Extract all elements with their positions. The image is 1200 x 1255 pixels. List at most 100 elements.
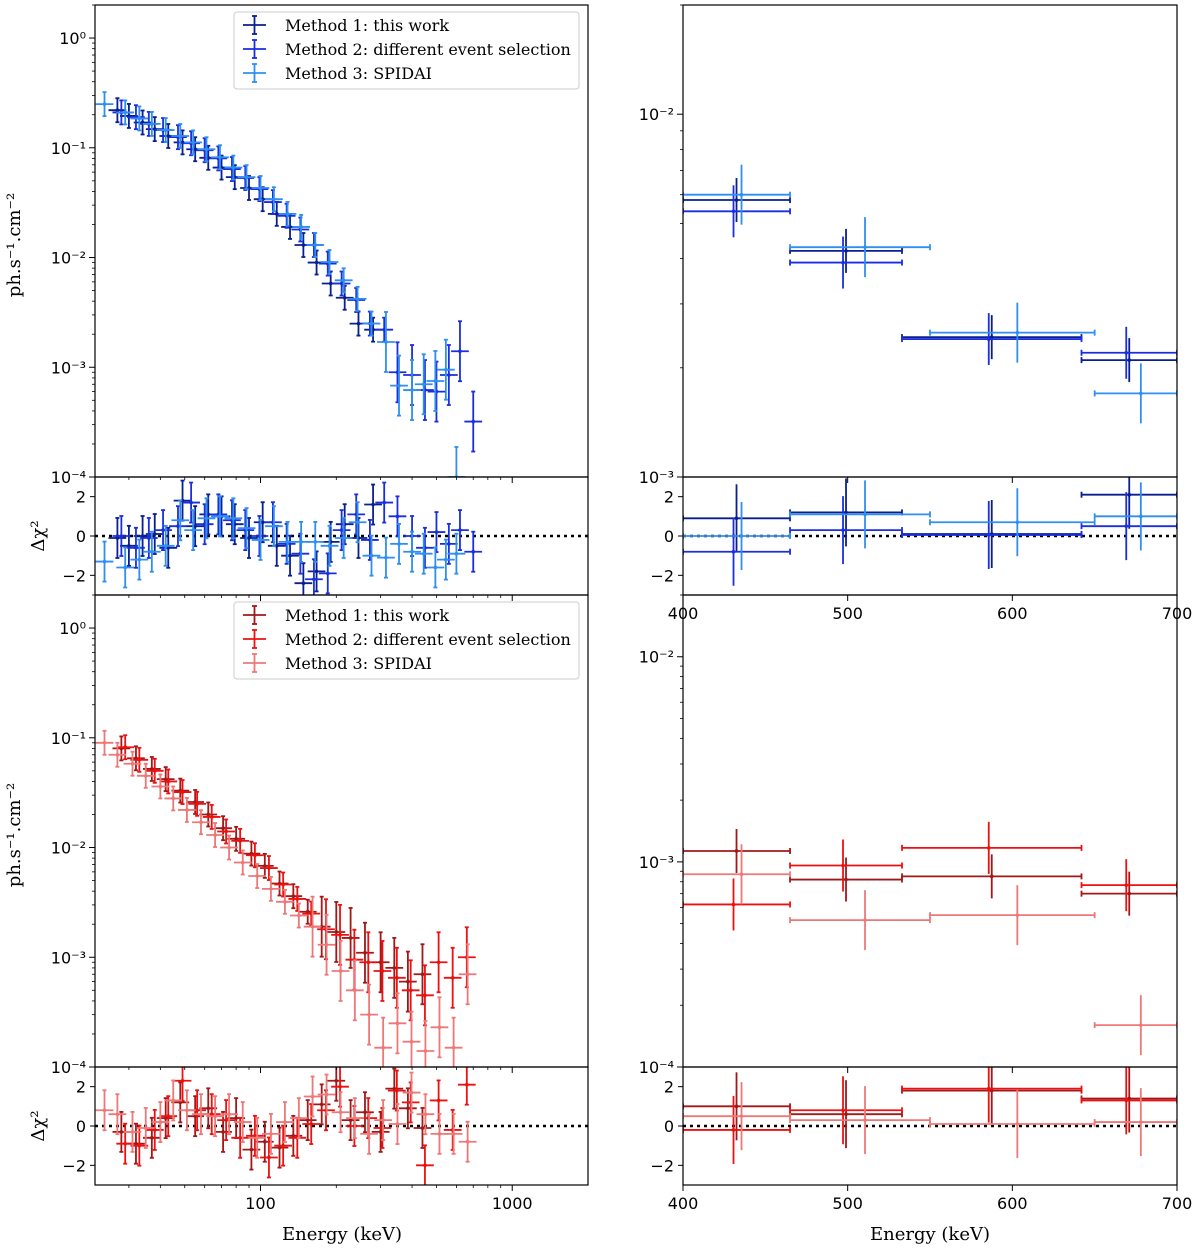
data-bin bbox=[683, 484, 791, 553]
y-tick-label: 2 bbox=[664, 1078, 674, 1097]
data-point bbox=[184, 509, 203, 551]
data-point bbox=[331, 1091, 350, 1134]
data-point bbox=[347, 493, 366, 536]
data-point bbox=[197, 497, 216, 540]
data-bin bbox=[901, 501, 1083, 570]
data-point bbox=[388, 992, 407, 1055]
legend-bottom: Method 1: this work Method 2: different … bbox=[233, 601, 580, 680]
data-point bbox=[151, 773, 170, 800]
data-point bbox=[439, 522, 458, 565]
data-bin bbox=[789, 217, 931, 278]
data-point bbox=[217, 1099, 235, 1141]
data-point bbox=[374, 1016, 393, 1067]
data-bin bbox=[789, 1076, 903, 1145]
data-point bbox=[237, 507, 256, 550]
x-tick-label: 500 bbox=[832, 1194, 863, 1213]
xlabel-left: Energy (keV) bbox=[282, 1224, 402, 1245]
axes-frame bbox=[682, 594, 1178, 1068]
data-point bbox=[108, 517, 127, 559]
data-point bbox=[464, 530, 483, 573]
data-bin bbox=[901, 1067, 1083, 1123]
data-point bbox=[294, 562, 313, 595]
data-point bbox=[318, 552, 337, 595]
data-point bbox=[251, 519, 270, 561]
data-bin bbox=[1080, 477, 1177, 529]
data-point bbox=[164, 1079, 183, 1122]
data-point bbox=[416, 1144, 434, 1185]
axes-frames bbox=[94, 4, 1178, 1186]
data-point bbox=[265, 186, 283, 213]
data-point bbox=[388, 341, 407, 404]
data-point bbox=[334, 517, 353, 559]
data-point bbox=[318, 250, 337, 277]
data-point bbox=[123, 750, 142, 777]
data-bin bbox=[929, 885, 1096, 946]
data-point bbox=[120, 524, 138, 567]
data-point bbox=[246, 842, 264, 869]
data-point bbox=[211, 495, 229, 538]
data-point bbox=[427, 360, 446, 423]
data-bin bbox=[1080, 326, 1177, 379]
panel-6-marks bbox=[683, 821, 1177, 1056]
data-point bbox=[447, 532, 466, 575]
data-point bbox=[136, 1107, 155, 1149]
data-point bbox=[426, 546, 445, 589]
data-bin bbox=[1093, 1088, 1177, 1157]
data-point bbox=[262, 1112, 280, 1155]
panel-4-ticks: 10⁻⁴ 10⁻³ 10⁻² 10⁻¹ 10⁰ bbox=[51, 594, 513, 1077]
data-point bbox=[123, 1111, 142, 1153]
data-bin bbox=[1080, 859, 1177, 912]
data-point bbox=[345, 1097, 364, 1140]
data-point bbox=[251, 175, 270, 201]
data-bin bbox=[683, 1072, 791, 1141]
data-point bbox=[332, 509, 351, 551]
data-point bbox=[178, 1089, 196, 1132]
data-point bbox=[192, 809, 210, 836]
data-bin bbox=[901, 500, 1083, 569]
legend-bottom-m3: Method 3: SPIDAI bbox=[285, 654, 432, 673]
ylabel-residual-top: Δχ² bbox=[28, 520, 49, 551]
data-bin bbox=[789, 857, 903, 902]
data-point bbox=[373, 940, 392, 1002]
panel-3-ticks: −2 0 2 400 500 600 700 bbox=[650, 488, 1192, 623]
data-point bbox=[302, 900, 321, 927]
data-point bbox=[390, 522, 408, 565]
panel-0-ticks: 10⁻⁴ 10⁻³ 10⁻² 10⁻¹ 10⁰ bbox=[51, 4, 513, 487]
data-point bbox=[231, 827, 250, 854]
data-point bbox=[443, 946, 462, 1009]
data-point bbox=[458, 1120, 477, 1163]
legend-bottom-m2: Method 2: different event selection bbox=[285, 630, 571, 649]
data-bin bbox=[789, 839, 903, 892]
data-point bbox=[274, 1124, 293, 1167]
data-point bbox=[390, 354, 408, 417]
data-bin bbox=[1080, 871, 1177, 916]
data-point bbox=[171, 123, 190, 149]
data-bin bbox=[683, 1095, 791, 1164]
data-point bbox=[136, 762, 155, 789]
data-point bbox=[274, 871, 293, 898]
xlabel-right: Energy (keV) bbox=[870, 1224, 990, 1245]
panel-5-marks bbox=[95, 1067, 588, 1185]
data-point bbox=[413, 943, 432, 1006]
data-point bbox=[303, 895, 322, 958]
data-point bbox=[267, 524, 286, 567]
data-point bbox=[348, 285, 367, 312]
data-bin bbox=[901, 315, 1083, 360]
data-point bbox=[116, 546, 135, 589]
data-bin bbox=[901, 854, 1083, 899]
data-point bbox=[95, 91, 114, 118]
data-point bbox=[278, 200, 297, 227]
legend-marker bbox=[243, 605, 266, 625]
chart-marks bbox=[95, 91, 1177, 1185]
data-point bbox=[298, 1099, 317, 1141]
data-point bbox=[416, 964, 434, 1027]
y-tick-label: 10⁻¹ bbox=[51, 139, 86, 158]
data-point bbox=[276, 1101, 294, 1143]
x-tick-label: 100 bbox=[245, 1194, 276, 1213]
data-point bbox=[202, 804, 221, 830]
data-point bbox=[458, 943, 477, 1006]
x-tick-label: 1000 bbox=[492, 1194, 533, 1213]
data-point bbox=[223, 499, 241, 542]
y-tick-label: −2 bbox=[650, 1156, 674, 1175]
data-point bbox=[127, 526, 145, 569]
